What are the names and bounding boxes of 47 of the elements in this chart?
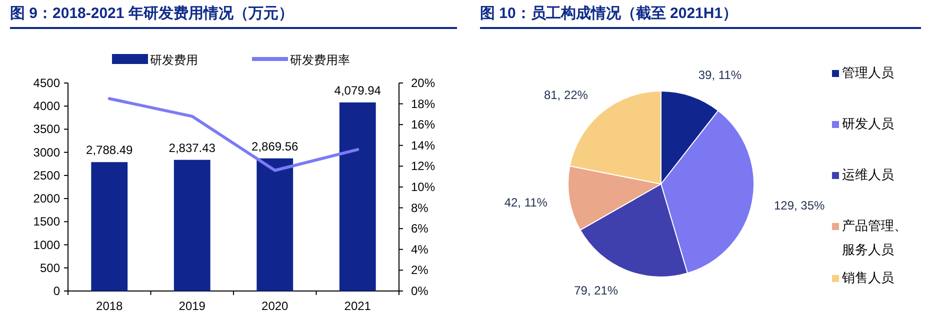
y-tick-label: 500 (40, 260, 60, 275)
data-label: 2,837.43 (168, 140, 216, 155)
y-tick-label: 4000 (33, 99, 60, 114)
chart-title: 图 10：员工构成情况（截至 2021H1） (480, 4, 738, 23)
y-tick-label: 2000 (33, 192, 60, 206)
y2-tick-label: 8% (411, 200, 429, 215)
y-tick-label: 3000 (33, 145, 60, 160)
bar (91, 162, 128, 291)
x-tick-label: 2021 (344, 299, 372, 313)
y-tick-label: 4500 (33, 76, 60, 90)
data-label: 39, 11% (698, 68, 742, 82)
y2-tick-label: 4% (411, 242, 429, 256)
x-tick-label: 2018 (96, 299, 124, 313)
y-tick-label: 2500 (33, 168, 60, 182)
x-tick-label: 2020 (262, 299, 289, 313)
legend-label: 销售人员 (841, 270, 894, 285)
y2-tick-label: 6% (411, 222, 429, 236)
y2-tick-label: 20% (411, 76, 436, 90)
y-tick-label: 1500 (33, 214, 60, 229)
y-tick-label: 0 (53, 284, 60, 298)
legend-label: 管理人员 (842, 65, 894, 80)
y2-tick-label: 0% (411, 284, 429, 298)
y2-tick-label: 10% (411, 180, 436, 194)
legend-label: 研发人员 (842, 116, 894, 131)
data-label: 81, 22% (544, 88, 588, 102)
y2-tick-label: 16% (411, 118, 436, 132)
data-label: 79, 21% (574, 284, 618, 298)
y-tick-label: 3500 (33, 122, 60, 136)
x-tick-label: 2019 (178, 299, 206, 313)
legend-label: 研发费用 (150, 53, 198, 67)
legend-label: 产品管理、服务人员 (842, 218, 907, 257)
data-label: 2,788.49 (86, 143, 134, 158)
y2-tick-label: 18% (411, 96, 436, 111)
chart-title: 图 9：2018-2021 年研发费用情况（万元） (10, 4, 294, 23)
y-tick-label: 1000 (33, 238, 60, 252)
bar (174, 160, 210, 291)
y2-tick-label: 12% (411, 159, 436, 174)
data-label: 4,079.94 (334, 83, 382, 98)
legend-label: 运维人员 (842, 167, 894, 182)
y2-tick-label: 2% (411, 263, 429, 278)
y2-tick-label: 14% (411, 138, 436, 152)
data-label: 2,869.56 (252, 139, 299, 154)
bar (339, 102, 376, 291)
data-label: 129, 35% (774, 198, 826, 212)
bar (256, 158, 294, 291)
data-label: 42, 11% (504, 195, 548, 210)
legend-label: 研发费用率 (290, 53, 350, 67)
